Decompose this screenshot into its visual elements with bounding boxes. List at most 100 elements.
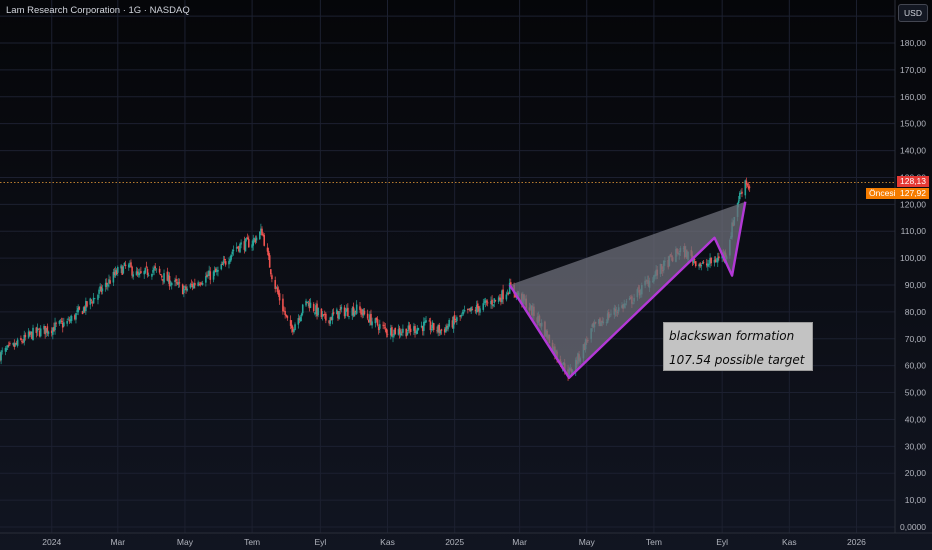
candle-body: [8, 344, 10, 346]
candle-body: [43, 325, 45, 330]
candle-body: [408, 325, 411, 330]
candle-body: [97, 294, 99, 300]
candle-body: [278, 293, 281, 301]
symbol-title[interactable]: Lam Research Corporation · 1G · NASDAQ: [6, 5, 190, 16]
candle-body: [284, 311, 286, 315]
candle-body: [75, 313, 77, 320]
candle-body: [200, 282, 203, 284]
candle-body: [747, 186, 750, 189]
candle-body: [493, 298, 496, 303]
candle-body: [744, 180, 747, 196]
candle-body: [363, 310, 366, 315]
candle-body: [322, 314, 325, 315]
candle-body: [263, 235, 266, 246]
candle-body: [307, 300, 310, 302]
candle-body: [52, 327, 54, 335]
candle-body: [67, 318, 70, 320]
pattern-outline: [508, 201, 747, 379]
candle-body: [462, 312, 465, 314]
candle-body: [245, 238, 248, 240]
candle-body: [266, 247, 269, 252]
price-tick-label: 100,00: [900, 253, 926, 263]
candle-body: [243, 241, 246, 250]
candle-body: [425, 320, 427, 323]
candle-body: [161, 275, 163, 278]
candle-body: [12, 343, 15, 345]
candle-body: [285, 314, 288, 316]
premarket-price-badge: 127,92: [897, 188, 929, 200]
candle-body: [338, 310, 340, 320]
candle-body: [359, 306, 361, 310]
candle-body: [366, 313, 369, 319]
candle-body: [91, 302, 94, 304]
candle-body: [230, 254, 232, 260]
candle-body: [27, 331, 30, 338]
price-tick-label: 160,00: [900, 92, 926, 102]
candle-body: [301, 304, 304, 314]
candle-body: [59, 320, 62, 322]
currency-button[interactable]: USD: [898, 4, 928, 22]
time-tick-label: 2026: [847, 537, 866, 547]
time-tick-label: Tem: [646, 537, 662, 547]
candle-body: [212, 271, 215, 280]
candle-body: [251, 244, 253, 248]
candle-body: [459, 315, 461, 317]
candle-body: [429, 321, 432, 331]
candle-body: [436, 330, 438, 332]
candle-body: [479, 308, 481, 313]
candle-body: [208, 270, 210, 276]
candle-body: [154, 266, 157, 269]
candle-body: [5, 348, 8, 350]
candle-body: [262, 234, 264, 236]
candle-body: [159, 274, 162, 276]
candle-body: [58, 321, 61, 324]
candle-body: [431, 322, 434, 329]
candle-body: [740, 193, 742, 194]
candle-body: [293, 329, 295, 333]
candle-body: [217, 269, 219, 272]
candle-body: [46, 326, 49, 333]
candle-body: [443, 329, 446, 333]
candle-body: [371, 321, 373, 326]
candle-body: [152, 270, 154, 273]
candle-body: [702, 261, 705, 263]
candle-body: [705, 263, 708, 266]
candle-body: [377, 326, 380, 331]
candle-body: [69, 319, 72, 322]
price-tick-label: 30,00: [905, 441, 927, 451]
candle-body: [448, 320, 450, 327]
candle-body: [716, 257, 719, 263]
candle-body: [344, 311, 347, 316]
candle-body: [325, 313, 327, 321]
candle-body: [255, 237, 258, 241]
candle-body: [213, 270, 216, 273]
candle-body: [405, 328, 408, 337]
annotation-box[interactable]: blackswan formation 107.54 possible targ…: [663, 322, 813, 371]
candle-body: [320, 308, 323, 318]
candle-body: [209, 271, 212, 280]
candle-body: [299, 317, 302, 322]
price-tick-label: 90,00: [905, 280, 927, 290]
candle-body: [700, 265, 703, 267]
candle-body: [240, 242, 242, 245]
price-tick-label: 20,00: [905, 468, 927, 478]
candle-body: [166, 271, 169, 281]
candle-body: [437, 325, 439, 333]
price-tick-label: 40,00: [905, 414, 927, 424]
time-axis[interactable]: 2024 Mar May Tem Eyl Kas 2025 Mar May Tem Eyl Kas 20…: [42, 537, 866, 547]
price-tick-label: 150,00: [900, 119, 926, 129]
candle-body: [201, 282, 204, 285]
price-scale[interactable]: 0,0000 10,00 20,00 30,00 40,00 50,00 60,00 70,0…: [900, 11, 926, 532]
candle-body: [471, 309, 474, 310]
candle-body: [300, 313, 303, 317]
candle-body: [321, 314, 324, 317]
candle-body: [451, 320, 454, 328]
candle-body: [275, 287, 278, 288]
candle-body: [741, 191, 743, 194]
candle-body: [506, 293, 509, 294]
candle-body: [115, 271, 118, 275]
candle-body: [286, 315, 289, 319]
candle-body: [61, 322, 64, 328]
